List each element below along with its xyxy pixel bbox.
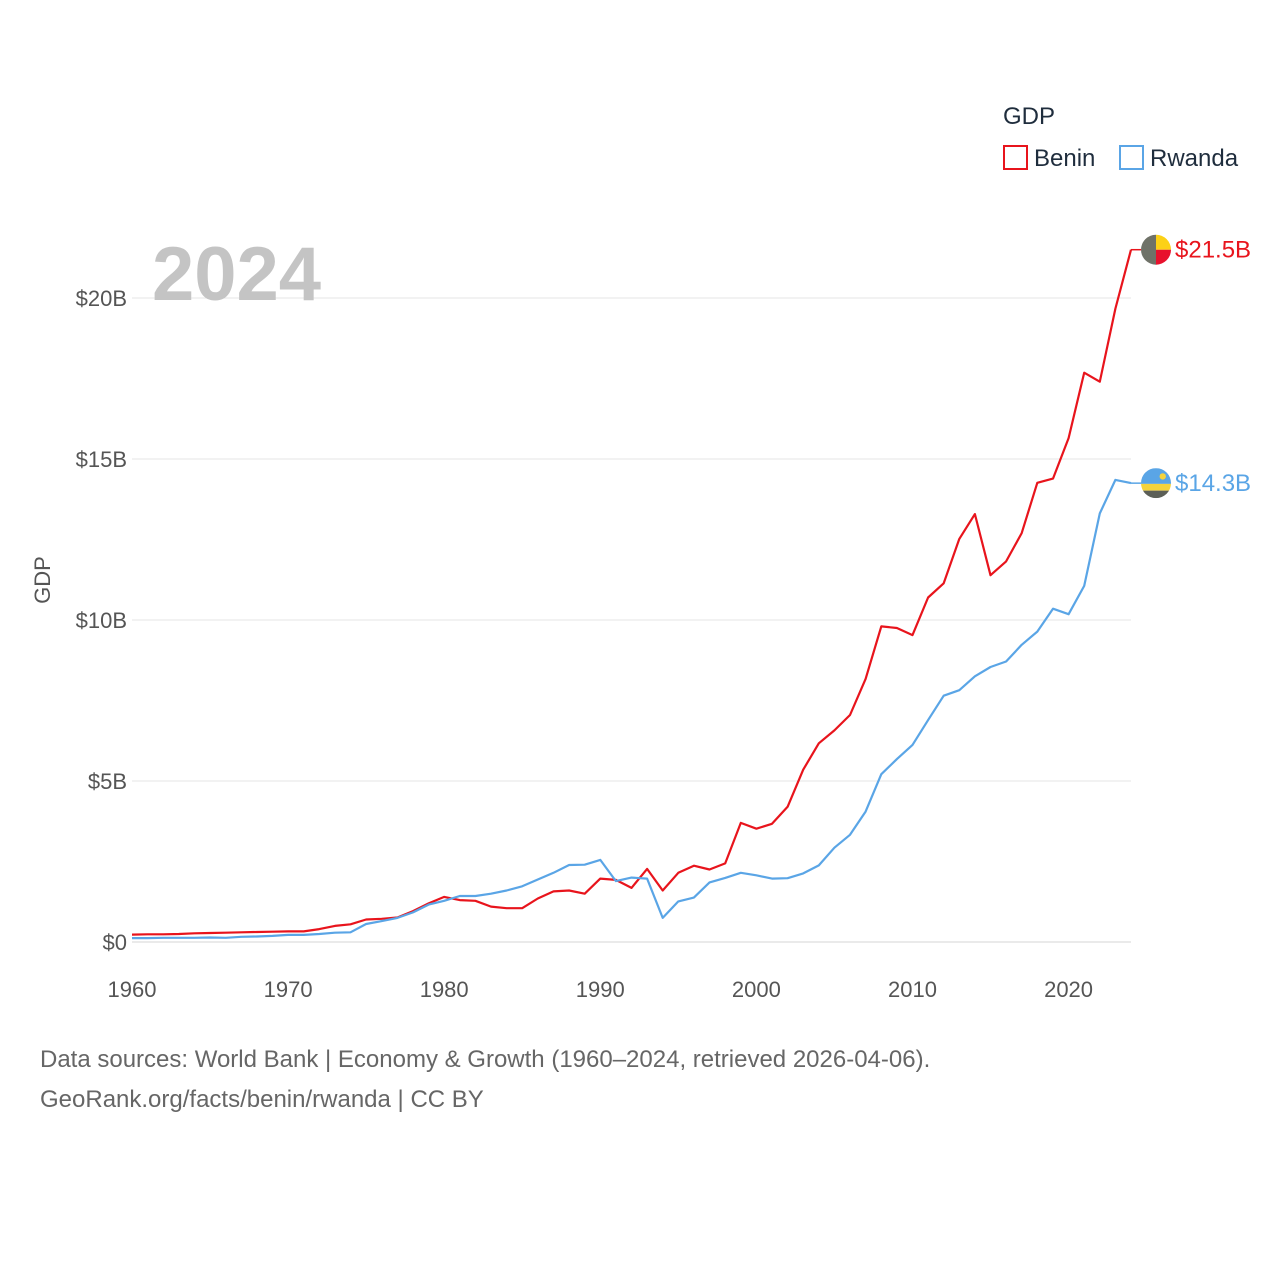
legend-item-benin[interactable]: Benin [1003, 145, 1095, 172]
y-tick-label: $5B [88, 769, 127, 794]
x-tick-label: 1990 [576, 977, 625, 1002]
gdp-line-chart: $0 $5B $10B $15B $20B 1960 1970 1980 1990 2000 20… [30, 103, 1251, 1002]
end-markers: $21.5B $14.3B [1131, 234, 1251, 499]
x-tick-label: 2010 [888, 977, 937, 1002]
source-line-2: GeoRank.org/facts/benin/rwanda | CC BY [40, 1086, 484, 1113]
legend-title: GDP [1003, 103, 1055, 130]
x-tick-label: 2020 [1044, 977, 1093, 1002]
end-value-label-rwanda: $14.3B [1175, 470, 1251, 497]
x-tick-label: 1970 [264, 977, 313, 1002]
x-tick-label: 2000 [732, 977, 781, 1002]
legend-swatch-rwanda [1119, 145, 1144, 170]
series-lines [131, 249, 1133, 940]
y-tick-label: $10B [76, 608, 127, 633]
year-label: 2024 [152, 232, 321, 317]
series-line-benin [131, 249, 1133, 936]
benin-flag-icon [1141, 234, 1172, 265]
legend-item-rwanda[interactable]: Rwanda [1119, 145, 1239, 172]
series-line-rwanda [132, 478, 1132, 940]
x-tick-label: 1980 [420, 977, 469, 1002]
end-value-label-benin: $21.5B [1175, 237, 1251, 264]
gridlines [132, 297, 1131, 943]
y-tick-label: $0 [103, 930, 127, 955]
y-tick-label: $15B [76, 447, 127, 472]
source-line-1: Data sources: World Bank | Economy & Gro… [40, 1046, 931, 1073]
legend-label-benin: Benin [1034, 145, 1095, 172]
legend-label-rwanda: Rwanda [1150, 145, 1239, 172]
legend-swatch-benin [1003, 145, 1028, 170]
legend: GDP Benin Rwanda [1003, 103, 1239, 172]
rwanda-flag-icon [1141, 468, 1171, 499]
y-axis-label: GDP [30, 556, 55, 604]
y-tick-label: $20B [76, 286, 127, 311]
source-note: Data sources: World Bank | Economy & Gro… [40, 1040, 930, 1120]
x-axis-ticks: 1960 1970 1980 1990 2000 2010 2020 [108, 977, 1094, 1002]
y-axis-ticks: $0 $5B $10B $15B $20B [76, 286, 127, 955]
x-tick-label: 1960 [108, 977, 157, 1002]
